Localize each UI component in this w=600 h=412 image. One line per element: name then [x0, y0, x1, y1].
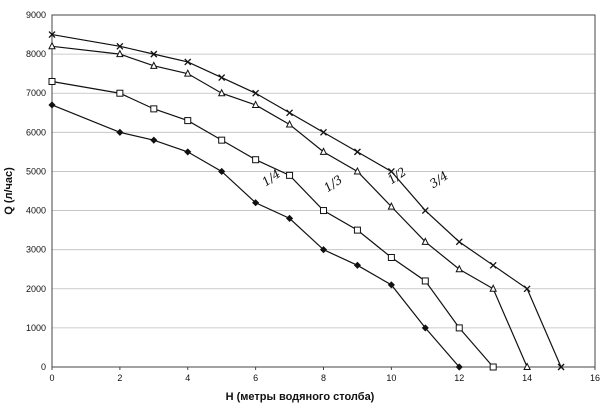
- x-tick-label: 0: [49, 373, 54, 383]
- y-tick-label: 0: [41, 362, 46, 372]
- series-group: [48, 31, 565, 371]
- y-tick-label: 9000: [26, 10, 46, 20]
- data-point-triangle-marker: [353, 166, 362, 175]
- data-point-triangle-marker: [150, 61, 158, 69]
- series-line: [51, 80, 494, 368]
- data-point-square-marker: [184, 117, 192, 125]
- data-point-square-marker: [286, 171, 294, 179]
- data-point-diamond-marker: [285, 214, 294, 222]
- y-tick-label: 6000: [26, 127, 46, 137]
- data-point-triangle-marker: [489, 284, 497, 292]
- series-labels: 3/4 1/2 1/3 1/4: [259, 165, 451, 195]
- x-tick-label: 8: [321, 373, 326, 383]
- data-point-triangle-marker: [217, 88, 226, 97]
- data-point-diamond-marker: [387, 281, 395, 289]
- series-label: 1/3: [321, 172, 345, 195]
- data-point-triangle-marker: [319, 147, 328, 155]
- series-label: 3/4: [427, 168, 451, 191]
- data-point-x-marker: [421, 207, 429, 215]
- data-point-triangle-marker: [116, 49, 124, 58]
- data-point-triangle-marker: [523, 362, 531, 370]
- data-point-triangle-marker: [48, 41, 56, 50]
- x-tick-label: 2: [117, 373, 122, 383]
- data-point-x-marker: [387, 167, 395, 175]
- data-point-triangle-marker: [183, 69, 192, 77]
- data-point-square-marker: [489, 363, 497, 371]
- series-3-4: [48, 31, 565, 371]
- data-point-diamond-marker: [319, 246, 328, 254]
- x-tick-label: 6: [253, 373, 258, 383]
- y-tick-label: 3000: [26, 245, 46, 255]
- data-point-square-marker: [218, 136, 226, 144]
- data-point-square-marker: [455, 324, 463, 332]
- series-1-4: [48, 101, 463, 371]
- data-point-square-marker: [252, 156, 260, 164]
- y-tick-label: 7000: [26, 88, 46, 98]
- data-point-x-marker: [184, 58, 192, 66]
- data-point-x-marker: [523, 285, 531, 293]
- data-point-triangle-marker: [421, 237, 430, 245]
- data-point-x-marker: [353, 148, 361, 156]
- data-point-square-marker: [387, 253, 395, 261]
- data-point-diamond-marker: [48, 101, 56, 109]
- data-point-x-marker: [252, 89, 260, 97]
- x-tick-labels: 0 2 4 6 8 10 12 14 16: [49, 367, 600, 383]
- data-point-x-marker: [116, 42, 124, 50]
- series-label: 1/2: [385, 165, 409, 188]
- series-1-3: [48, 77, 497, 371]
- data-point-diamond-marker: [150, 136, 158, 144]
- data-point-x-marker: [150, 50, 158, 58]
- x-tick-label: 10: [386, 373, 396, 383]
- data-point-x-marker: [286, 109, 294, 117]
- x-tick-label: 16: [590, 373, 600, 383]
- y-tick-labels: 0 1000 2000 3000 4000 5000 6000 7000 8000 9000: [26, 10, 46, 372]
- data-point-square-marker: [353, 226, 361, 234]
- data-point-diamond-marker: [353, 261, 362, 269]
- x-axis-title: H (метры водяного столба): [226, 391, 375, 403]
- series-line: [51, 33, 562, 368]
- series-line: [51, 45, 528, 368]
- data-point-square-marker: [421, 277, 429, 285]
- plot-frame: [51, 14, 596, 368]
- x-tick-label: 4: [185, 373, 190, 383]
- data-point-diamond-marker: [252, 199, 260, 207]
- data-point-x-marker: [218, 74, 226, 82]
- data-point-square-marker: [116, 89, 124, 97]
- data-point-diamond-marker: [116, 128, 124, 136]
- data-point-x-marker: [557, 363, 565, 371]
- data-point-square-marker: [150, 105, 158, 113]
- x-tick-label: 14: [522, 373, 532, 383]
- data-point-square-marker: [320, 207, 327, 215]
- data-point-x-marker: [320, 128, 327, 136]
- series-line: [51, 104, 460, 368]
- y-tick-label: 5000: [26, 166, 46, 176]
- data-point-triangle-marker: [251, 100, 260, 108]
- data-point-triangle-marker: [387, 202, 396, 210]
- data-point-square-marker: [48, 77, 56, 85]
- data-point-diamond-marker: [421, 324, 429, 332]
- y-axis-title: Q (л/час): [3, 167, 15, 215]
- grid-lines: [52, 53, 595, 329]
- data-point-x-marker: [48, 31, 56, 39]
- y-tick-label: 4000: [26, 206, 46, 216]
- data-point-x-marker: [489, 261, 497, 269]
- data-point-diamond-marker: [455, 363, 463, 371]
- y-tick-label: 8000: [26, 49, 46, 59]
- data-point-diamond-marker: [184, 148, 192, 156]
- x-tick-label: 12: [454, 373, 464, 383]
- data-point-x-marker: [455, 238, 463, 246]
- y-tick-label: 1000: [26, 323, 46, 333]
- y-tick-label: 2000: [26, 284, 46, 294]
- series-label: 1/4: [259, 167, 283, 190]
- data-point-diamond-marker: [218, 167, 226, 176]
- data-point-triangle-marker: [455, 264, 464, 273]
- data-point-triangle-marker: [285, 119, 294, 128]
- series-1-2: [48, 41, 531, 370]
